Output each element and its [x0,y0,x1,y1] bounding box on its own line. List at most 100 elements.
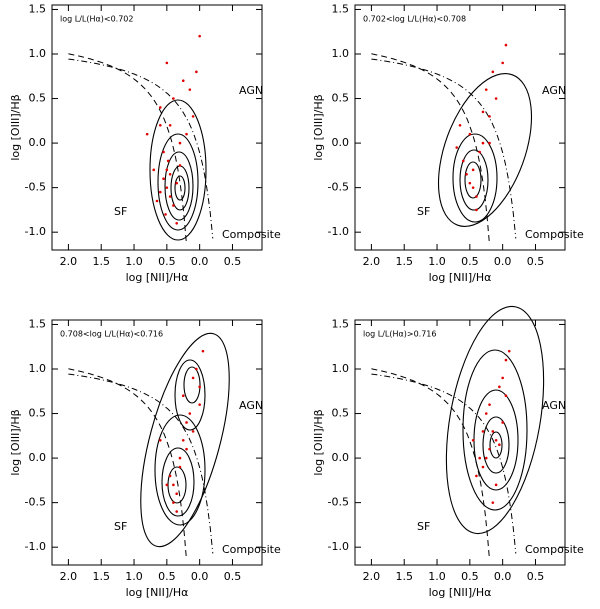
y-tick-label: 0.5 [29,92,47,105]
data-point [168,172,172,176]
data-point [494,438,498,442]
data-point [498,385,501,389]
data-point [494,483,498,487]
data-point [165,483,169,487]
data-point [165,168,169,172]
region-label: SF [114,205,127,218]
data-point [507,349,511,353]
region-label: AGN [542,399,566,412]
data-point [185,421,188,424]
data-point [162,150,165,154]
data-point [488,115,491,118]
data-point [198,385,201,389]
data-point [484,88,488,91]
data-point [188,412,192,415]
data-point [504,394,508,398]
data-point [178,465,182,469]
data-point [491,501,495,504]
y-axis-label: log [OIII]/Hβ [9,94,22,160]
region-label: SF [417,520,430,533]
data-point [481,141,485,145]
region-label: AGN [542,84,566,97]
x-tick-label: 0.5 [527,255,545,268]
y-tick-label: -1.0 [25,225,46,238]
x-tick-label: 0.5 [158,570,176,583]
y-tick-label: -1.0 [328,225,349,238]
y-tick-label: -0.5 [328,181,349,194]
data-point [465,172,468,176]
data-point [172,204,175,207]
region-label: AGN [239,399,263,412]
y-tick-label: 1.0 [332,47,350,60]
data-point [455,146,459,149]
data-point [178,141,182,145]
x-axis-label: log [NII]/Hα [126,271,189,284]
data-point [461,159,465,163]
data-point [494,97,498,100]
y-tick-label: 1.0 [332,362,350,375]
panel-title: log L/L(Hα)>0.716 [363,330,436,339]
demarcation-line [371,58,517,239]
x-tick-label: 2.0 [363,255,381,268]
data-point [201,349,205,353]
data-point [501,61,504,65]
x-tick-label: 0.5 [224,570,242,583]
plot-frame [51,4,263,251]
demarcation-line [68,58,214,239]
data-point [484,456,488,460]
x-tick-label: 0.5 [461,255,479,268]
x-tick-label: 0.5 [158,255,176,268]
y-axis-label: log [OIII]/Hβ [9,409,22,475]
demarcation-line [68,368,187,560]
x-tick-label: 2.0 [60,570,78,583]
data-point [175,492,178,496]
y-tick-label: 1.0 [29,362,47,375]
data-point [484,412,488,415]
x-tick-label: 1.5 [92,255,110,268]
data-point [168,474,172,478]
y-tick-label: 0.0 [29,451,47,464]
y-tick-label: 0.5 [332,92,350,105]
data-point [478,150,481,154]
data-point [168,195,172,198]
data-point [504,43,508,47]
y-tick-label: -0.5 [328,496,349,509]
x-tick-label: 0.0 [191,570,209,583]
y-tick-label: 1.5 [332,2,350,15]
data-point [195,70,198,74]
x-tick-label: 1.5 [395,570,413,583]
plot-frame [354,4,566,251]
data-point [175,221,178,225]
y-tick-label: 0.0 [332,451,350,464]
x-tick-label: 1.5 [92,570,110,583]
data-point [152,168,156,172]
plot-frame [354,319,566,566]
data-point [165,186,169,189]
data-point [181,394,185,398]
x-tick-label: 1.0 [125,255,143,268]
data-point [166,159,170,163]
data-point [158,190,162,194]
region-label: Composite [525,228,584,241]
y-axis-label: log [OIII]/Hβ [312,94,325,160]
data-point [195,367,198,371]
data-point [471,438,475,442]
data-point [471,168,475,172]
region-label: Composite [222,228,281,241]
region-label: SF [114,520,127,533]
data-point [185,132,188,136]
y-tick-label: -1.0 [328,540,349,553]
data-point [501,376,504,380]
data-point [164,213,167,216]
data-point [488,141,491,145]
data-point [178,164,182,167]
plot-frame [51,319,263,566]
data-point [178,456,182,460]
x-axis-label: log [NII]/Hα [429,586,492,599]
data-point [175,510,178,513]
data-point [181,79,185,83]
data-point [158,438,162,442]
demarcation-line [68,53,187,245]
y-tick-label: 0.5 [29,407,47,420]
data-point [191,376,195,380]
